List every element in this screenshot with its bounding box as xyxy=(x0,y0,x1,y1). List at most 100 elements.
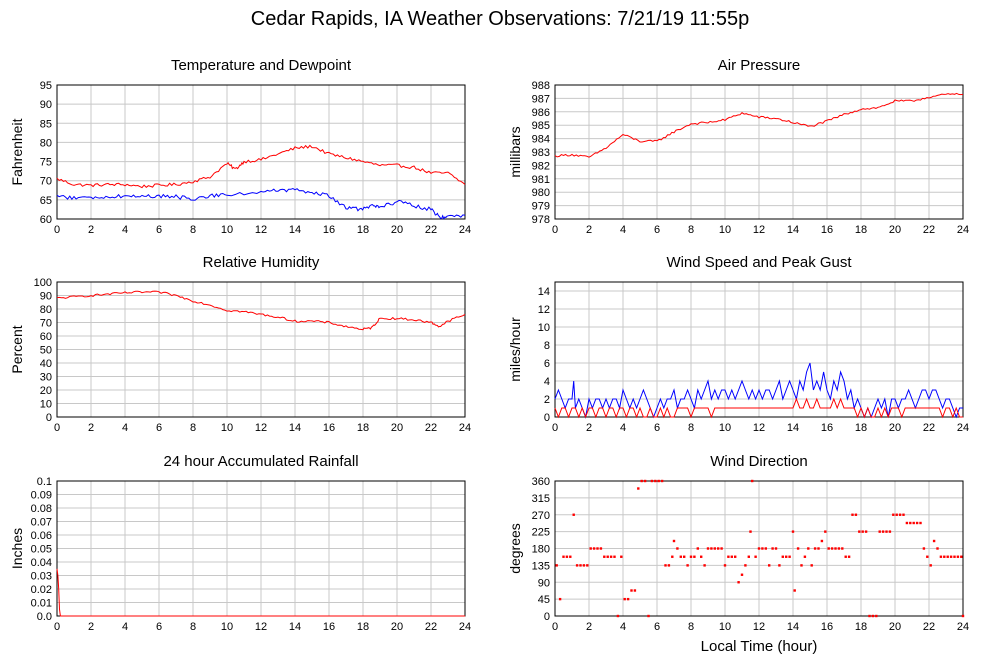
y-tick-label: 315 xyxy=(532,493,550,505)
series-line xyxy=(554,92,964,158)
y-tick-label: 0.03 xyxy=(31,571,52,583)
winddir-ylabel: degrees xyxy=(507,523,523,574)
data-point xyxy=(939,555,943,558)
x-tick-label: 24 xyxy=(957,224,969,236)
x-tick-label: 0 xyxy=(552,224,558,236)
y-tick-label: 75 xyxy=(40,157,52,169)
x-tick-label: 14 xyxy=(289,621,301,633)
data-point xyxy=(871,614,875,618)
data-point xyxy=(946,555,949,558)
y-tick-label: 50 xyxy=(40,345,52,357)
data-point xyxy=(854,513,858,516)
data-point xyxy=(785,555,788,558)
data-point xyxy=(609,555,613,558)
y-tick-label: 0 xyxy=(544,611,550,623)
y-tick-label: 65 xyxy=(40,195,52,207)
x-tick-label: 20 xyxy=(889,224,901,236)
x-tick-label: 16 xyxy=(821,224,833,236)
y-tick-label: 70 xyxy=(40,176,52,188)
data-point xyxy=(926,555,929,558)
series-line xyxy=(56,144,466,189)
x-tick-label: 12 xyxy=(753,224,765,236)
data-point xyxy=(589,547,592,550)
x-tick-label: 2 xyxy=(88,224,94,236)
x-tick-label: 20 xyxy=(391,621,403,633)
data-point xyxy=(761,547,764,550)
data-point xyxy=(898,513,902,516)
y-tick-label: 360 xyxy=(532,476,550,488)
y-tick-label: 0 xyxy=(46,412,52,424)
x-tick-label: 20 xyxy=(889,621,901,633)
wind-title: Wind Speed and Peak Gust xyxy=(666,254,852,271)
x-tick-label: 0 xyxy=(552,621,558,633)
x-tick-label: 0 xyxy=(54,224,60,236)
data-point xyxy=(956,555,960,558)
y-tick-label: 20 xyxy=(40,385,52,397)
x-tick-label: 6 xyxy=(654,224,660,236)
data-point xyxy=(555,564,558,567)
data-point xyxy=(626,597,630,601)
data-point xyxy=(737,581,740,584)
data-point xyxy=(932,539,936,543)
x-tick-label: 16 xyxy=(821,621,833,633)
x-tick-label: 16 xyxy=(323,621,335,633)
rain-title: 24 hour Accumulated Rainfall xyxy=(163,453,358,470)
x-tick-label: 4 xyxy=(620,224,626,236)
x-tick-label: 12 xyxy=(255,422,267,434)
series-line xyxy=(554,397,963,419)
temp-ylabel: Fahrenheit xyxy=(9,118,25,185)
data-point xyxy=(892,513,895,516)
x-tick-label: 2 xyxy=(586,422,592,434)
x-tick-label: 18 xyxy=(855,224,867,236)
data-point xyxy=(643,479,647,483)
x-tick-label: 22 xyxy=(923,224,935,236)
x-tick-label: 12 xyxy=(255,621,267,633)
x-tick-label: 6 xyxy=(156,621,162,633)
data-point xyxy=(633,589,637,592)
data-point xyxy=(572,513,575,516)
series-line xyxy=(56,290,466,331)
y-tick-label: 0.07 xyxy=(31,517,52,529)
data-point xyxy=(606,555,609,558)
series-line xyxy=(56,187,466,220)
data-point xyxy=(565,555,569,558)
data-point xyxy=(637,487,640,490)
y-tick-label: 70 xyxy=(40,318,52,330)
x-tick-label: 2 xyxy=(88,422,94,434)
x-tick-label: 10 xyxy=(221,621,233,633)
data-point xyxy=(734,555,737,558)
data-point xyxy=(679,555,682,558)
x-tick-label: 16 xyxy=(323,422,335,434)
data-point xyxy=(912,521,915,525)
data-point xyxy=(603,555,606,558)
series-line xyxy=(554,362,963,419)
data-point xyxy=(757,547,761,550)
x-tick-label: 12 xyxy=(753,422,765,434)
y-tick-label: 10 xyxy=(538,322,550,334)
data-point xyxy=(902,513,905,516)
x-tick-label: 8 xyxy=(190,224,196,236)
data-point xyxy=(847,555,851,558)
data-point xyxy=(671,555,674,558)
data-point xyxy=(713,547,716,550)
x-tick-label: 24 xyxy=(957,621,969,633)
data-point xyxy=(905,521,909,525)
data-point xyxy=(720,547,723,550)
x-tick-label: 18 xyxy=(357,422,369,434)
data-point xyxy=(943,555,946,558)
x-tick-label: 18 xyxy=(855,422,867,434)
data-point xyxy=(647,614,650,618)
x-tick-label: 10 xyxy=(719,224,731,236)
x-tick-label: 22 xyxy=(923,422,935,434)
data-point xyxy=(919,521,922,525)
y-tick-label: 180 xyxy=(532,544,550,556)
y-tick-label: 90 xyxy=(40,291,52,303)
x-tick-label: 18 xyxy=(357,621,369,633)
x-tick-label: 4 xyxy=(620,621,626,633)
data-point xyxy=(667,564,671,567)
data-point xyxy=(664,564,667,567)
data-point xyxy=(844,555,847,558)
wind-ylabel: miles/hour xyxy=(507,317,523,382)
data-point xyxy=(723,564,727,567)
